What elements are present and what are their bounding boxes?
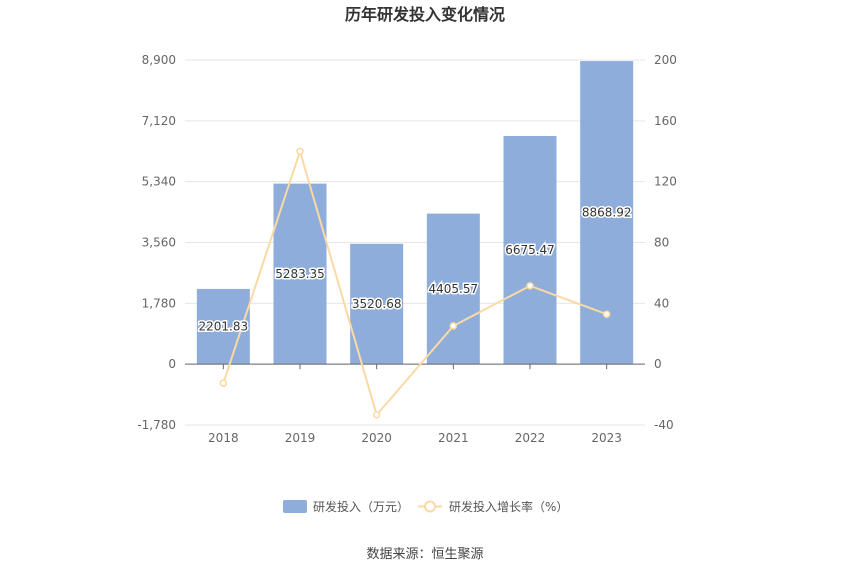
bar-value-label: 6675.47 — [505, 243, 555, 257]
x-tick-label: 2018 — [208, 431, 239, 445]
line-point[interactable] — [602, 310, 611, 318]
line-point[interactable] — [219, 379, 228, 387]
bar[interactable] — [350, 243, 404, 365]
bar-value-label: 2201.83 — [199, 320, 249, 334]
axis-layer: -1,780 -40 0 0 1,780 40 3,560 80 5,340 120 7,120 16… — [137, 53, 677, 445]
y-left-tick-label: 0 — [168, 357, 176, 371]
legend-label-bar[interactable]: 研发投入（万元） — [313, 499, 409, 514]
line-point[interactable] — [372, 411, 381, 419]
bar[interactable] — [426, 213, 480, 365]
legend-swatch-bar[interactable] — [283, 500, 307, 513]
y-right-tick-label: 160 — [654, 114, 677, 128]
legend-swatch-line-marker[interactable] — [424, 500, 436, 513]
bar-value-label: 3520.68 — [352, 297, 402, 311]
growth-rate-line[interactable] — [222, 147, 608, 417]
y-left-tick-label: 1,780 — [142, 296, 176, 310]
line-point[interactable] — [526, 282, 534, 290]
line-point[interactable] — [449, 322, 458, 330]
chart-title: 历年研发投入变化情况 — [345, 5, 505, 24]
y-left-tick-label: 7,120 — [142, 114, 176, 128]
legend: 研发投入（万元） 研发投入增长率（%） — [283, 499, 568, 514]
x-tick-label: 2023 — [591, 431, 622, 445]
bar-value-label: 4405.57 — [429, 282, 479, 296]
y-right-tick-label: 120 — [654, 175, 677, 189]
y-left-tick-label: 5,340 — [142, 175, 176, 189]
source-note: 数据来源：恒生聚源 — [366, 547, 483, 562]
bar[interactable] — [196, 288, 250, 365]
y-right-tick-label: 80 — [654, 236, 669, 250]
legend-label-line[interactable]: 研发投入增长率（%） — [449, 499, 568, 514]
y-left-tick-label: 8,900 — [142, 53, 176, 67]
y-left-tick-label: 3,560 — [142, 236, 176, 250]
y-right-tick-label: 0 — [654, 357, 662, 371]
line-layer — [219, 147, 611, 419]
line-point[interactable] — [296, 147, 304, 156]
bar[interactable] — [503, 136, 557, 365]
x-tick-label: 2020 — [361, 431, 392, 445]
y-right-tick-label: 200 — [654, 53, 677, 67]
bars-layer — [196, 61, 634, 365]
y-right-tick-label: -40 — [654, 418, 674, 432]
x-tick-label: 2019 — [285, 431, 316, 445]
x-tick-label: 2021 — [438, 431, 469, 445]
x-tick-label: 2022 — [515, 431, 546, 445]
bar-value-label: 5283.35 — [275, 267, 325, 281]
labels-layer: 2201.83 5283.35 3520.68 4405.57 6675.47 8868.… — [197, 204, 633, 335]
y-left-tick-label: -1,780 — [137, 418, 176, 432]
bar-value-label: 8868.92 — [582, 206, 632, 220]
y-right-tick-label: 40 — [654, 296, 669, 310]
